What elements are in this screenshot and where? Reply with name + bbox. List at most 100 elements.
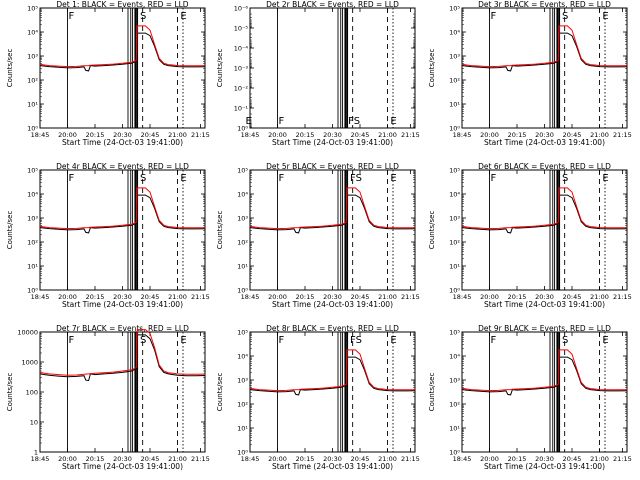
y-tick-label: 10⁴: [449, 353, 460, 361]
y-tick-label: 10⁵: [449, 167, 460, 175]
flag-label: E: [602, 173, 608, 184]
x-tick-label: 20:00: [268, 131, 287, 139]
x-tick-label: 18:45: [31, 455, 50, 463]
y-tick-label: 10²: [449, 77, 460, 85]
flag-label: S: [140, 11, 146, 22]
x-axis-label: Start Time (24-Oct-03 19:41:00): [272, 300, 393, 309]
y-tick-label: 10²: [237, 239, 248, 247]
x-tick-label: 20:30: [113, 455, 132, 463]
y-tick-label: 10⁴: [237, 191, 248, 199]
x-tick-label: 20:00: [268, 455, 287, 463]
series-line-black: [249, 194, 416, 234]
x-tick-label: 20:00: [58, 455, 77, 463]
y-tick-label: 10¹: [27, 263, 38, 271]
y-tick-label: 10¹: [449, 101, 460, 109]
y-tick-label: 10⁰: [449, 125, 460, 133]
x-tick-label: 21:15: [613, 455, 632, 463]
y-tick-label: 10³: [449, 53, 460, 61]
series-line-red: [249, 187, 416, 230]
x-tick-label: 18:45: [453, 455, 472, 463]
series-line-black: [461, 356, 628, 396]
flag-label: F: [491, 335, 497, 346]
y-tick-label: 10⁴: [449, 29, 460, 37]
flag-label: FS: [350, 173, 362, 184]
x-axis-label: Start Time (24-Oct-03 19:41:00): [484, 300, 605, 309]
x-axis-label: Start Time (24-Oct-03 19:41:00): [62, 300, 183, 309]
panel-title: Det 6r BLACK = Events, RED = LLD: [478, 162, 611, 171]
x-tick-label: 20:00: [268, 293, 287, 301]
x-tick-label: 20:45: [141, 293, 160, 301]
x-tick-label: 20:30: [535, 293, 554, 301]
y-tick-label: 10⁵: [27, 167, 38, 175]
series-line-red: [249, 349, 416, 392]
series-line-black: [39, 334, 206, 382]
panel-title: Det 1: BLACK = Events, RED = LLD: [56, 0, 188, 9]
series-line-red: [461, 25, 628, 68]
y-tick-label: 10⁰: [449, 287, 460, 295]
plot-frame: [249, 7, 416, 129]
series-line-red: [461, 187, 628, 230]
flag-label: F: [491, 173, 497, 184]
y-tick-label: 10⁴: [237, 353, 248, 361]
x-tick-label: 21:15: [191, 293, 210, 301]
y-tick-label: 10⁴: [27, 191, 38, 199]
x-tick-label: 20:45: [141, 131, 160, 139]
flag-label: FS: [350, 335, 362, 346]
x-tick-label: 20:00: [58, 131, 77, 139]
x-tick-label: 21:00: [590, 455, 609, 463]
detector-panel: Det 8r BLACK = Events, RED = LLD Counts/s…: [216, 324, 420, 471]
x-tick-label: 21:15: [191, 131, 210, 139]
x-tick-label: 18:45: [241, 293, 260, 301]
detector-panel: Det 1: BLACK = Events, RED = LLD Counts/s…: [6, 0, 210, 147]
x-tick-label: 18:45: [31, 131, 50, 139]
x-tick-label: 21:00: [590, 293, 609, 301]
x-tick-label: 20:00: [480, 293, 499, 301]
y-tick-label: 10: [30, 419, 38, 427]
y-axis-label: Counts/sec: [216, 49, 224, 88]
y-tick-label: 10²: [449, 401, 460, 409]
y-tick-label: 10¹: [237, 425, 248, 433]
x-tick-label: 20:30: [323, 455, 342, 463]
series-line-red: [461, 349, 628, 392]
x-tick-label: 20:15: [508, 131, 527, 139]
y-axis-label: Counts/sec: [428, 49, 436, 88]
y-tick-label: 10⁰: [27, 125, 38, 133]
x-tick-label: 20:30: [113, 293, 132, 301]
series-line-red: [39, 329, 206, 376]
x-tick-label: 20:15: [86, 455, 105, 463]
x-tick-label: 18:45: [241, 455, 260, 463]
x-tick-label: 20:15: [86, 293, 105, 301]
flag-label: E: [390, 173, 396, 184]
flag-label: E: [602, 335, 608, 346]
series-line-black: [461, 194, 628, 234]
x-axis-label: Start Time (24-Oct-03 19:41:00): [62, 462, 183, 471]
y-axis-label: Counts/sec: [6, 211, 14, 250]
series-line-black: [249, 356, 416, 396]
y-tick-label: 10000: [17, 329, 38, 337]
detector-panel: Det 5r BLACK = Events, RED = LLD Counts/s…: [216, 162, 420, 309]
plot-frame: [39, 331, 206, 453]
series-line-red: [39, 187, 206, 230]
x-tick-label: 21:15: [401, 293, 420, 301]
flag-label: F: [279, 173, 285, 184]
y-tick-label: 10⁻⁴: [234, 45, 249, 53]
x-tick-label: 21:15: [401, 131, 420, 139]
flag-label: E: [180, 173, 186, 184]
detector-panel: Det 2r BLACK = Events, RED = LLD Counts/s…: [216, 0, 420, 147]
flag-label: F: [491, 11, 497, 22]
flag-label: F: [279, 116, 285, 127]
flag-label: E: [390, 335, 396, 346]
x-axis-label: Start Time (24-Oct-03 19:41:00): [272, 462, 393, 471]
x-tick-label: 20:15: [296, 293, 315, 301]
x-tick-label: 20:00: [58, 293, 77, 301]
x-tick-label: 20:15: [296, 131, 315, 139]
y-tick-label: 1: [34, 449, 38, 457]
x-tick-label: 20:45: [351, 455, 370, 463]
flag-label: F: [69, 173, 75, 184]
y-axis-label: Counts/sec: [216, 373, 224, 412]
panel-title: Det 3r BLACK = Events, RED = LLD: [478, 0, 611, 9]
y-tick-label: 10⁵: [449, 5, 460, 13]
x-tick-label: 20:45: [563, 131, 582, 139]
x-tick-label: 20:30: [535, 131, 554, 139]
panel-title: Det 8r BLACK = Events, RED = LLD: [266, 324, 399, 333]
